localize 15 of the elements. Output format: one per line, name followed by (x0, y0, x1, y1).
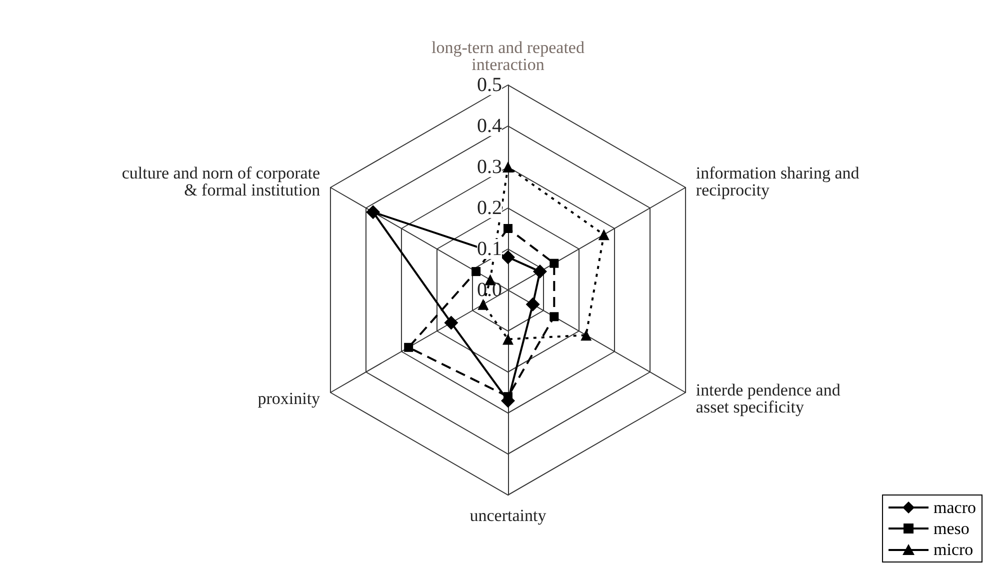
spoke-label: culture and norn of corporate & formal institution (122, 164, 321, 200)
legend-label: micro (934, 540, 974, 559)
spoke-label: long-tern and repeated interaction (432, 38, 585, 74)
spoke-label: proxinity (258, 389, 321, 408)
legend-label: macro (934, 498, 976, 517)
legend-label: meso (934, 519, 970, 538)
y-tick-label: 0.4 (477, 115, 502, 137)
spoke-label: uncertainty (470, 506, 547, 525)
spoke-label: interde pendence and asset specificity (696, 380, 841, 416)
y-tick-label: 0.2 (477, 197, 502, 219)
y-tick-label: 0.5 (477, 74, 502, 96)
y-tick-label: 0.1 (477, 238, 502, 260)
spoke-label: information sharing and reciprocity (696, 164, 860, 200)
y-tick-label: 0.3 (477, 156, 502, 178)
y-tick-label: 0.0 (477, 279, 502, 301)
